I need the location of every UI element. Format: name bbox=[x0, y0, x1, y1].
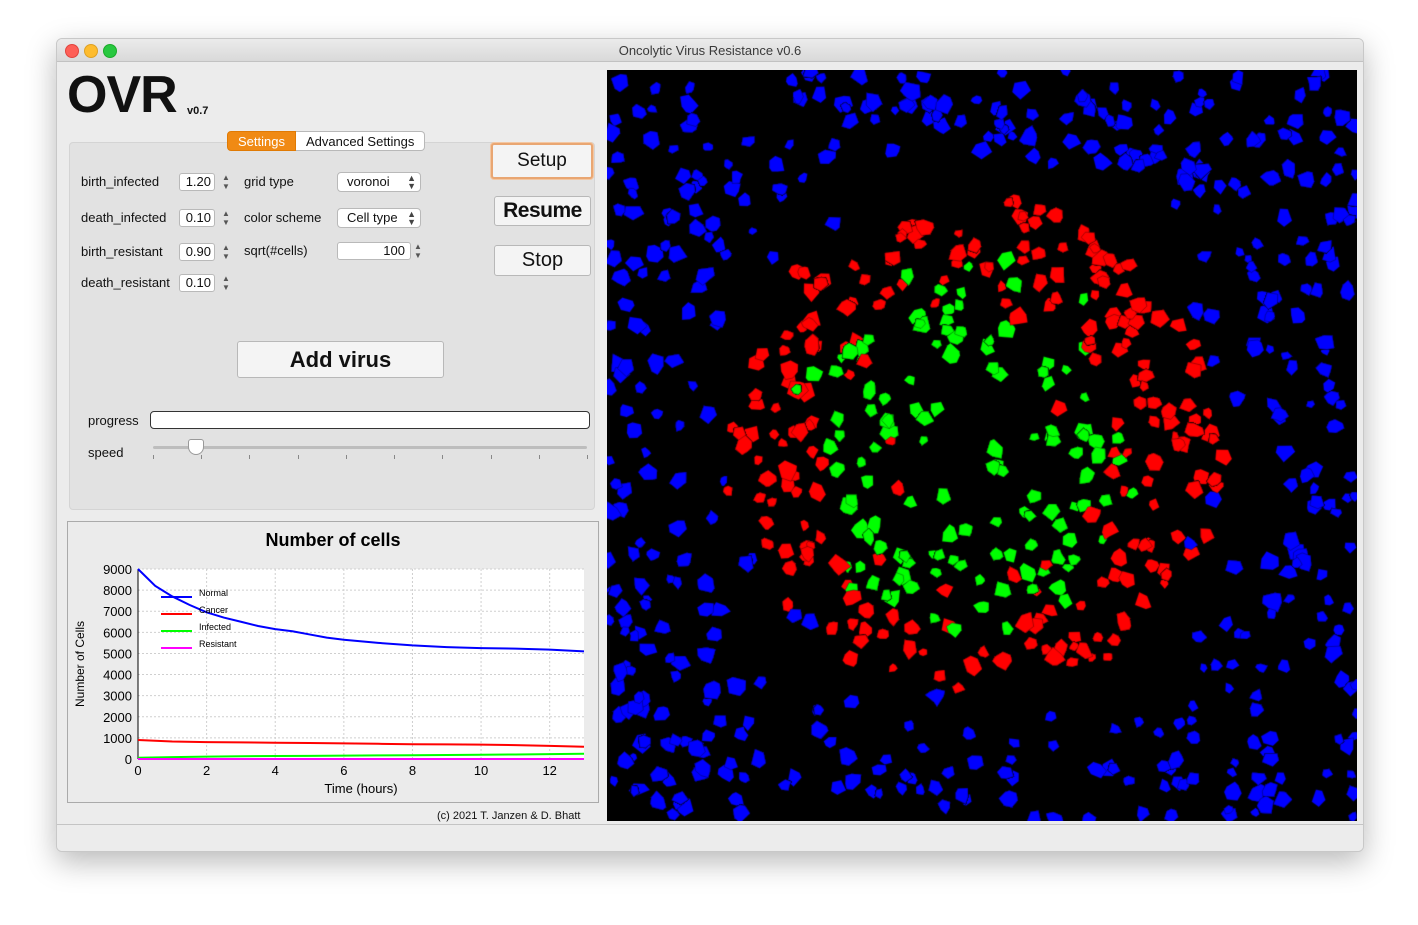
y-tick-label: 5000 bbox=[103, 646, 132, 661]
minimize-window-icon[interactable] bbox=[84, 44, 98, 58]
grid-type-value: voronoi bbox=[347, 174, 390, 189]
cell-count-plot: 0 2 4 6 8 10 12 0 1000 2000 3000 4000 5000 6000 7000 80… bbox=[67, 521, 599, 803]
y-tick-label: 2000 bbox=[103, 710, 132, 725]
spin-arrows-icon[interactable]: ▲ ▼ bbox=[222, 274, 230, 292]
status-bar bbox=[57, 824, 1363, 851]
app-window: Oncolytic Virus Resistance v0.6 OVR v0.7… bbox=[56, 38, 1364, 852]
x-tick-label: 8 bbox=[409, 763, 416, 778]
chevron-updown-icon: ▲ ▼ bbox=[407, 173, 416, 191]
x-tick-label: 10 bbox=[474, 763, 488, 778]
app-version: v0.7 bbox=[187, 105, 209, 117]
spin-arrows-icon[interactable]: ▲ ▼ bbox=[222, 243, 230, 261]
title-bar: Oncolytic Virus Resistance v0.6 bbox=[57, 39, 1363, 62]
birth-resistant-label: birth_resistant bbox=[81, 244, 163, 259]
slider-tick bbox=[345, 455, 347, 459]
y-tick-label: 8000 bbox=[103, 583, 132, 598]
grid-type-select[interactable]: voronoi ▲ ▼ bbox=[337, 172, 421, 192]
progress-bar bbox=[150, 411, 590, 429]
sqrt-cells-spinbox[interactable]: 100 bbox=[337, 242, 411, 260]
settings-tabs: Settings Advanced Settings bbox=[227, 131, 426, 151]
series-line-cancer bbox=[137, 739, 585, 748]
window-title: Oncolytic Virus Resistance v0.6 bbox=[618, 43, 802, 58]
slider-tick bbox=[442, 455, 444, 459]
series-line-normal bbox=[137, 568, 585, 653]
close-window-icon[interactable] bbox=[65, 44, 79, 58]
chevron-updown-icon: ▲ ▼ bbox=[407, 209, 416, 227]
voronoi-cell-grid bbox=[607, 70, 1357, 821]
speed-slider-handle[interactable] bbox=[188, 439, 205, 455]
slider-tick bbox=[153, 455, 154, 459]
y-tick-label: 9000 bbox=[103, 562, 132, 577]
death-resistant-spinbox[interactable]: 0.10 bbox=[179, 274, 215, 292]
color-scheme-label: color scheme bbox=[244, 210, 322, 225]
spin-arrows-icon[interactable]: ▲ ▼ bbox=[222, 173, 230, 191]
progress-label: progress bbox=[88, 413, 139, 428]
grid-type-label: grid type bbox=[244, 174, 294, 189]
slider-tick bbox=[490, 455, 492, 459]
y-tick-label: 1000 bbox=[103, 731, 132, 746]
color-scheme-value: Cell type bbox=[347, 210, 398, 225]
birth-resistant-spinbox[interactable]: 0.90 bbox=[179, 243, 215, 261]
y-axis-label: Number of Cells bbox=[73, 621, 87, 707]
setup-button[interactable]: Setup bbox=[491, 143, 593, 179]
slider-tick bbox=[201, 455, 203, 459]
copyright-text: (c) 2021 T. Janzen & D. Bhatt bbox=[437, 810, 581, 822]
legend-label-resistant: Resistant bbox=[199, 639, 237, 649]
death-infected-spinbox[interactable]: 0.10 bbox=[179, 209, 215, 227]
birth-infected-spinbox[interactable]: 1.20 bbox=[179, 173, 215, 191]
tab-settings[interactable]: Settings bbox=[227, 131, 296, 151]
slider-tick bbox=[297, 455, 299, 459]
add-virus-button[interactable]: Add virus bbox=[237, 341, 444, 378]
x-tick-label: 6 bbox=[340, 763, 347, 778]
legend-label-cancer: Cancer bbox=[199, 605, 228, 615]
slider-tick bbox=[538, 455, 540, 459]
y-tick-label: 6000 bbox=[103, 625, 132, 640]
tab-advanced-settings[interactable]: Advanced Settings bbox=[295, 131, 426, 151]
death-infected-label: death_infected bbox=[81, 210, 167, 225]
zoom-window-icon[interactable] bbox=[103, 44, 117, 58]
simulation-canvas[interactable] bbox=[607, 70, 1357, 821]
legend-label-normal: Normal bbox=[199, 588, 228, 598]
speed-label: speed bbox=[88, 445, 124, 460]
app-logo: OVR bbox=[67, 66, 178, 124]
series-line-infected bbox=[137, 752, 585, 759]
y-tick-label: 0 bbox=[125, 752, 132, 767]
slider-tick bbox=[587, 455, 588, 459]
speed-slider-track[interactable] bbox=[153, 446, 587, 449]
slider-tick bbox=[394, 455, 396, 459]
x-tick-label: 2 bbox=[203, 763, 210, 778]
color-scheme-select[interactable]: Cell type ▲ ▼ bbox=[337, 208, 421, 228]
y-tick-label: 4000 bbox=[103, 668, 132, 683]
y-tick-label: 7000 bbox=[103, 604, 132, 619]
cell-count-chart: 0 2 4 6 8 10 12 0 1000 2000 3000 4000 5000 6000 7000 80… bbox=[73, 530, 585, 796]
spin-arrows-icon[interactable]: ▲ ▼ bbox=[414, 242, 422, 260]
x-tick-label: 0 bbox=[134, 763, 141, 778]
stop-button[interactable]: Stop bbox=[494, 245, 591, 276]
x-tick-label: 4 bbox=[272, 763, 279, 778]
legend-label-infected: Infected bbox=[199, 622, 231, 632]
y-tick-label: 3000 bbox=[103, 689, 132, 704]
spin-arrows-icon[interactable]: ▲ ▼ bbox=[222, 209, 230, 227]
slider-tick bbox=[249, 455, 251, 459]
x-tick-label: 12 bbox=[542, 763, 556, 778]
plot-area bbox=[138, 569, 584, 759]
sqrt-cells-label: sqrt(#cells) bbox=[244, 243, 308, 258]
death-resistant-label: death_resistant bbox=[81, 275, 170, 290]
x-axis-label: Time (hours) bbox=[324, 781, 397, 796]
resume-button[interactable]: Resume bbox=[494, 196, 591, 226]
chart-title: Number of cells bbox=[265, 530, 400, 550]
birth-infected-label: birth_infected bbox=[81, 174, 160, 189]
